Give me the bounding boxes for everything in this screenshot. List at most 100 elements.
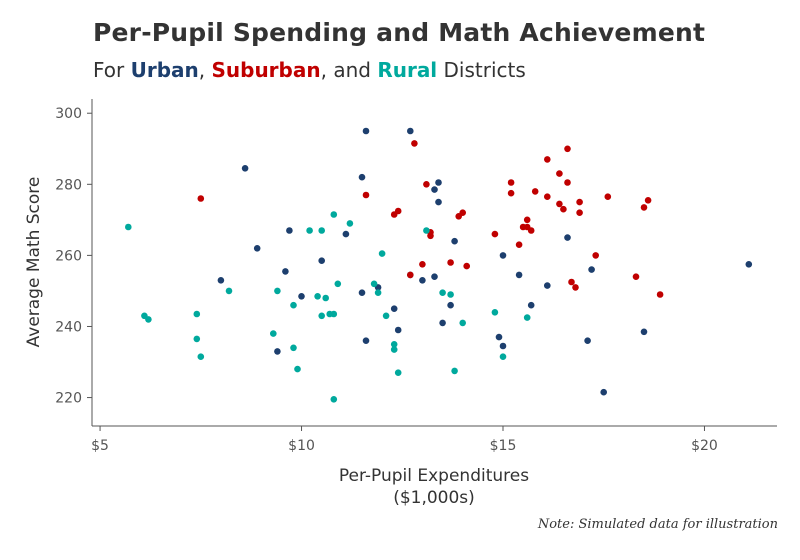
suburban-point — [447, 259, 454, 266]
rural-point — [439, 289, 446, 297]
suburban-point — [564, 145, 571, 153]
rural-point — [330, 396, 338, 403]
urban-point — [451, 237, 458, 245]
x-axis-label-line2: ($1,000s) — [393, 488, 475, 508]
urban-point — [431, 186, 438, 193]
rural-point — [125, 223, 132, 231]
suburban-point — [523, 216, 531, 224]
subtitle-suburban: Suburban — [211, 58, 321, 82]
suburban-point — [568, 278, 575, 286]
urban-point — [298, 293, 305, 300]
rural-point — [423, 227, 430, 234]
suburban-point — [394, 207, 402, 215]
x-tick-label: $10 — [288, 438, 315, 454]
suburban-point — [459, 209, 467, 216]
data-points — [125, 127, 753, 403]
suburban-point — [411, 140, 418, 147]
suburban-point — [556, 170, 563, 177]
rural-point — [499, 353, 507, 361]
rural-point — [290, 344, 297, 352]
rural-point — [318, 312, 326, 320]
subtitle-urban: Urban — [130, 58, 199, 82]
suburban-point — [515, 241, 523, 248]
suburban-point — [491, 230, 499, 238]
suburban-point — [531, 188, 539, 195]
rural-point — [370, 280, 378, 288]
series-urban — [217, 127, 753, 396]
rural-point — [290, 301, 297, 309]
y-tick-label: 220 — [55, 391, 82, 407]
urban-point — [435, 198, 442, 206]
suburban-point — [362, 191, 370, 199]
rural-point — [193, 335, 201, 343]
suburban-point — [507, 179, 515, 186]
suburban-point — [604, 193, 612, 200]
suburban-point — [427, 232, 434, 240]
y-tick-label: 300 — [55, 106, 82, 122]
rural-point — [274, 287, 281, 295]
urban-point — [282, 268, 289, 275]
urban-point — [544, 282, 551, 289]
urban-point — [241, 165, 249, 172]
suburban-point — [544, 193, 551, 200]
urban-point — [745, 261, 753, 268]
urban-point — [499, 342, 507, 350]
suburban-point — [592, 252, 599, 259]
rural-point — [394, 369, 402, 377]
rural-point — [330, 310, 338, 318]
rural-point — [382, 312, 390, 320]
rural-point — [447, 291, 454, 298]
suburban-point — [463, 262, 471, 270]
urban-point — [274, 348, 281, 355]
y-tick-label: 260 — [55, 248, 82, 264]
rural-point — [334, 280, 342, 288]
rural-point — [330, 211, 338, 218]
y-axis-label: Average Math Score — [24, 177, 44, 348]
rural-point — [459, 319, 467, 327]
rural-point — [390, 341, 398, 348]
urban-point — [640, 328, 648, 336]
suburban-point — [419, 261, 426, 268]
rural-point — [294, 365, 301, 373]
urban-point — [358, 289, 366, 297]
series-suburban — [197, 140, 664, 298]
subtitle-sep2: , and — [320, 58, 378, 82]
rural-point — [523, 314, 531, 321]
rural-point — [145, 316, 152, 323]
y-axis-ticks: 220 240 260 280 300 — [55, 106, 92, 407]
x-axis-label-line1: Per-Pupil Expenditures — [339, 466, 529, 486]
suburban-point — [576, 198, 583, 206]
suburban-point — [576, 209, 583, 216]
rural-point — [346, 220, 354, 227]
suburban-point — [423, 181, 430, 188]
suburban-point — [544, 156, 551, 163]
urban-point — [447, 301, 454, 309]
urban-point — [358, 173, 366, 181]
x-tick-label: $5 — [91, 438, 109, 454]
urban-point — [286, 227, 293, 234]
urban-point — [362, 337, 370, 345]
chart-title: Per-Pupil Spending and Math Achievement — [93, 18, 706, 47]
rural-point — [314, 293, 321, 300]
urban-point — [217, 277, 225, 284]
subtitle-suffix: Districts — [437, 58, 526, 82]
rural-point — [378, 250, 386, 257]
rural-point — [491, 309, 499, 316]
rural-point — [374, 289, 382, 297]
urban-point — [584, 337, 591, 345]
urban-point — [318, 257, 326, 265]
urban-point — [394, 326, 402, 334]
suburban-point — [197, 195, 205, 202]
suburban-point — [560, 205, 567, 213]
subtitle-prefix: For — [93, 58, 131, 82]
urban-point — [564, 234, 571, 241]
rural-point — [197, 353, 205, 361]
series-rural — [125, 211, 531, 403]
rural-point — [306, 227, 313, 234]
urban-point — [435, 179, 442, 186]
urban-point — [362, 127, 370, 135]
rural-point — [225, 287, 233, 295]
suburban-point — [564, 179, 571, 186]
x-tick-label: $20 — [691, 438, 718, 454]
